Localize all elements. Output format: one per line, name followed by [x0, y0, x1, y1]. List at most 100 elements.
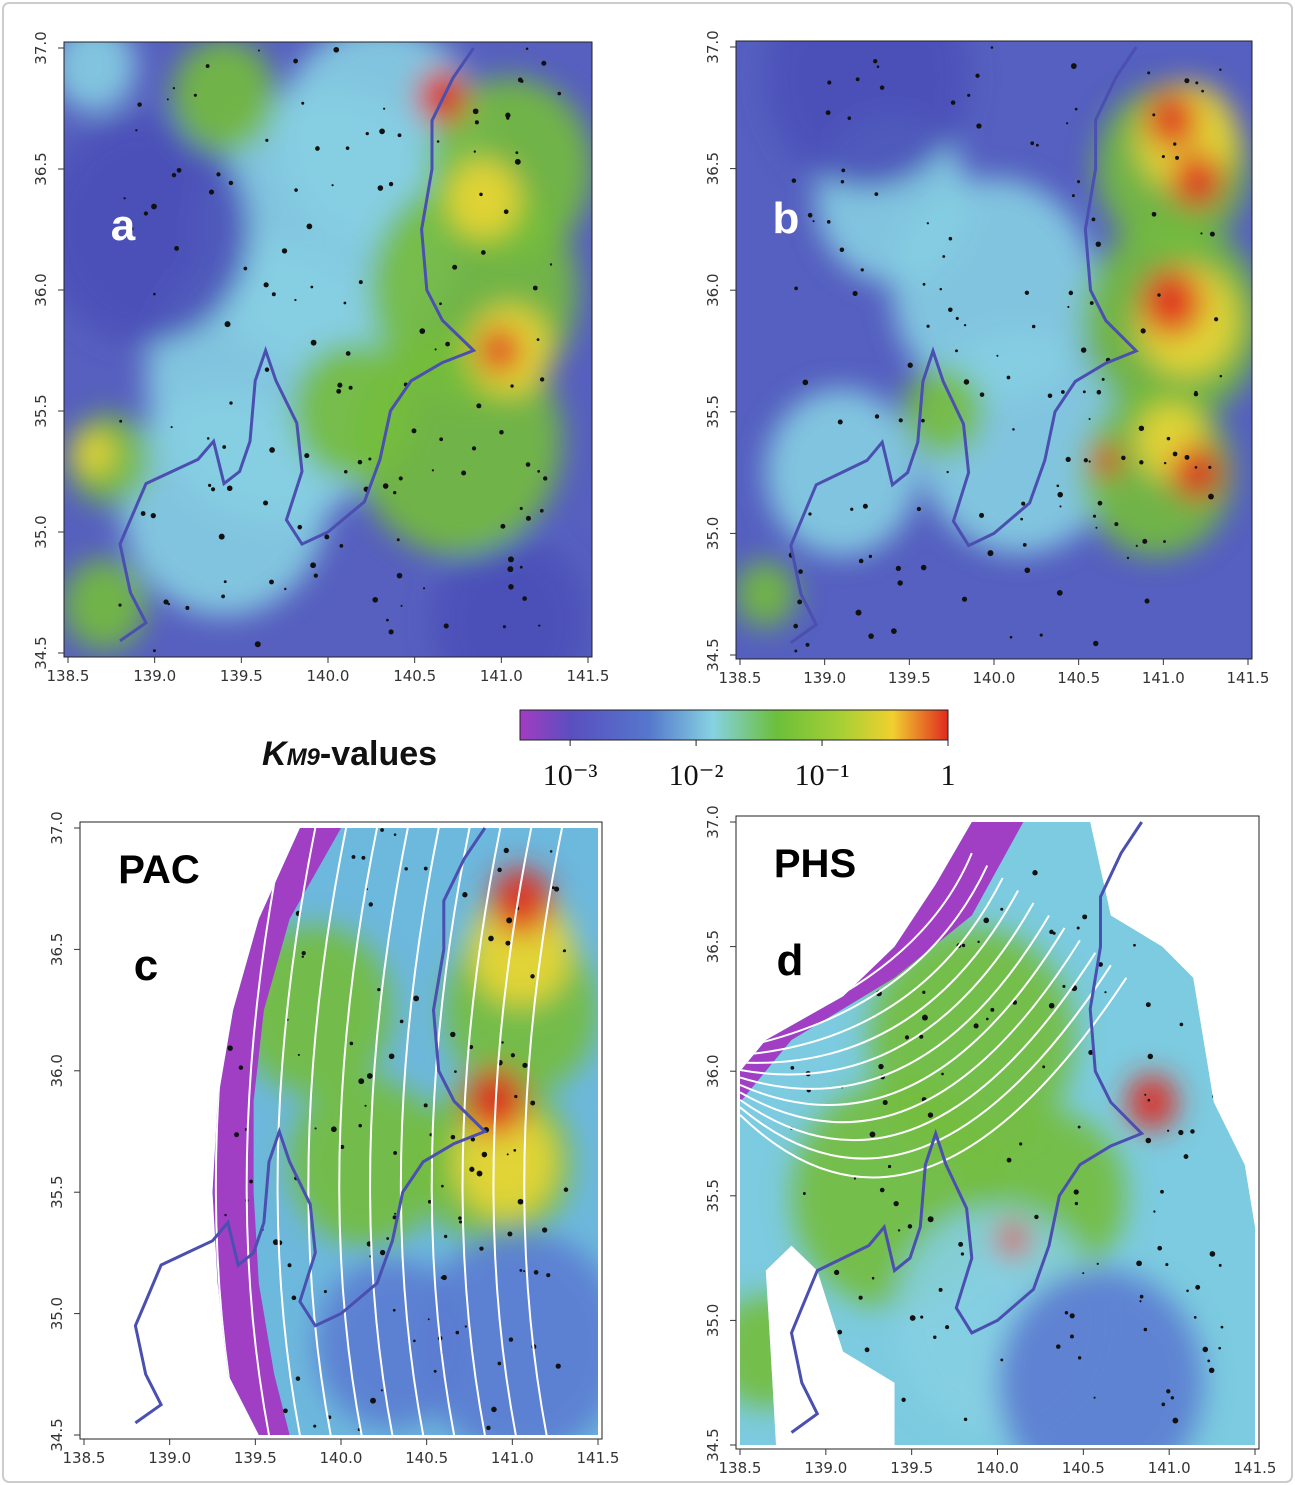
event-dot	[472, 108, 479, 115]
event-dot	[1049, 929, 1054, 935]
event-dot	[826, 220, 831, 224]
x-tick-label: 141.0	[480, 667, 523, 685]
coastline	[133, 827, 488, 1425]
event-dot	[1069, 1313, 1075, 1319]
event-dot	[1031, 324, 1036, 329]
event-dot	[519, 1268, 523, 1272]
y-tick-label: 35.0	[704, 1304, 722, 1337]
event-dot	[400, 604, 403, 607]
event-dot	[841, 168, 846, 173]
heat-field	[740, 926, 1204, 1445]
event-dot	[1034, 1214, 1039, 1220]
event-dot	[1077, 1125, 1081, 1129]
event-dot	[396, 538, 400, 542]
event-dot	[170, 426, 173, 429]
event-dot	[1209, 1251, 1216, 1257]
depth-contour	[399, 828, 440, 1435]
y-tick-label: 37.0	[48, 811, 66, 844]
event-dot	[224, 321, 231, 328]
event-dot	[868, 633, 874, 639]
event-dot	[163, 599, 169, 605]
event-dot	[1073, 1189, 1079, 1195]
event-dot	[1060, 390, 1065, 394]
y-tick-label: 34.5	[32, 636, 50, 669]
event-dot	[358, 1078, 365, 1085]
event-dot	[377, 987, 381, 992]
heat-blob	[490, 866, 552, 935]
heat-blob	[997, 1222, 1029, 1257]
x-tick-label: 141.5	[1227, 669, 1270, 687]
colorbar-title: KM9-values	[262, 735, 437, 773]
event-dot	[541, 60, 547, 66]
event-dot	[441, 1184, 444, 1188]
event-dot	[862, 503, 868, 509]
event-dot	[1022, 542, 1027, 547]
event-dot	[519, 506, 523, 511]
event-dot	[532, 285, 538, 291]
event-dot	[503, 847, 509, 854]
event-dot	[297, 1053, 300, 1056]
event-dot	[1208, 493, 1214, 500]
event-dot	[433, 1369, 437, 1373]
event-dot	[398, 476, 403, 481]
event-dot	[388, 1053, 395, 1060]
event-dot	[1207, 1359, 1211, 1363]
event-dot	[129, 226, 134, 231]
event-dot	[450, 1134, 456, 1140]
event-dot	[295, 1376, 301, 1381]
event-dot	[228, 180, 234, 186]
event-dot	[379, 128, 385, 135]
event-dot	[1144, 598, 1150, 604]
event-dot	[423, 866, 428, 871]
event-dot	[1163, 540, 1166, 543]
event-dot	[479, 1246, 484, 1251]
event-dot	[497, 1361, 502, 1366]
event-dot	[222, 445, 227, 449]
depth-contour	[740, 914, 1050, 1090]
event-dot	[221, 594, 226, 599]
x-tick-label: 141.0	[1142, 669, 1185, 687]
event-dot	[265, 138, 269, 142]
event-dot	[522, 1062, 528, 1068]
event-dot	[1202, 1346, 1209, 1353]
depth-contour	[740, 865, 989, 1049]
event-dot	[1167, 1129, 1170, 1132]
event-dot	[1083, 458, 1088, 463]
event-dot	[1077, 1356, 1082, 1360]
event-dot	[393, 1151, 398, 1155]
y-tick-label: 37.0	[704, 30, 722, 63]
event-dot	[919, 1034, 924, 1039]
y-tick-label: 36.0	[32, 273, 50, 306]
event-dot	[879, 1187, 885, 1193]
event-dot	[1065, 456, 1071, 463]
event-dot	[1059, 505, 1062, 508]
event-dot	[431, 469, 435, 472]
event-dot	[480, 250, 486, 255]
event-dot	[938, 1287, 943, 1292]
event-dot	[150, 512, 156, 519]
event-dot	[897, 1229, 901, 1232]
event-dot	[379, 1249, 386, 1256]
event-dot	[525, 47, 529, 51]
event-dot	[269, 579, 274, 585]
colorbar-tick-label: 10⁻¹	[795, 759, 850, 792]
event-dot	[563, 1187, 569, 1192]
event-dot	[794, 649, 798, 653]
event-dot	[1152, 113, 1156, 117]
event-dot	[118, 603, 122, 607]
event-dot	[291, 1295, 297, 1301]
event-dot	[802, 379, 809, 386]
event-dot	[380, 828, 384, 832]
event-dot	[1019, 1142, 1023, 1146]
event-dot	[879, 85, 885, 90]
heat-blob	[1126, 1074, 1178, 1131]
panel-label: b	[773, 194, 800, 243]
event-dot	[176, 167, 182, 173]
event-dot	[506, 116, 510, 120]
event-dot	[310, 339, 317, 346]
event-dot	[324, 534, 330, 540]
event-dot	[1088, 418, 1091, 421]
event-dot	[443, 1234, 448, 1239]
event-dot	[546, 1273, 551, 1278]
event-dot	[549, 850, 553, 853]
